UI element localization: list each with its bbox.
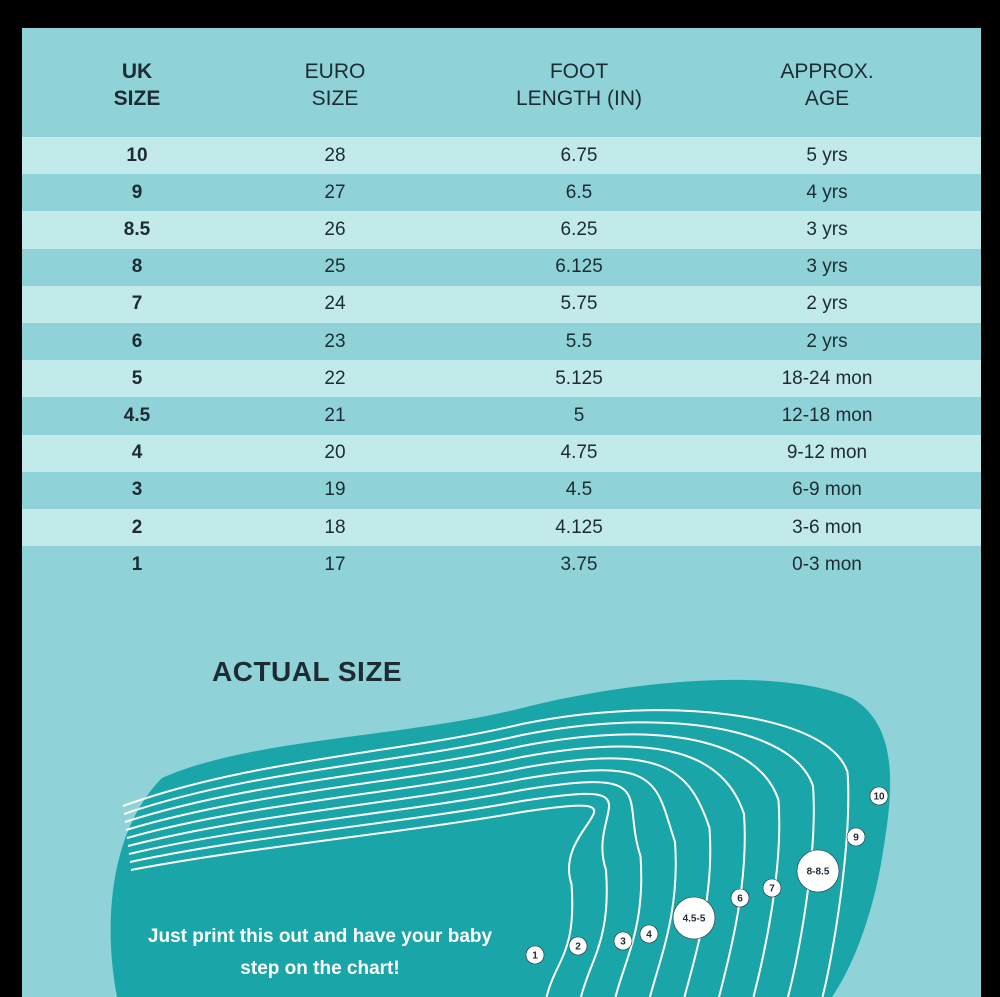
foot-length-cell: 6.5 — [565, 181, 593, 203]
foot-length-cell: 5 — [573, 404, 585, 426]
size-marker-label: 1 — [532, 951, 538, 962]
size-marker-7: 7 — [762, 878, 782, 898]
size-marker-4.5-5: 4.5-5 — [672, 896, 716, 940]
foot-length-cell: 6.75 — [560, 144, 598, 166]
actual-size-title: ACTUAL SIZE — [212, 656, 403, 687]
euro-size-cell: 23 — [324, 330, 346, 352]
table-header: UK SIZE EURO SIZE FOOT LENGTH (IN) APPRO… — [22, 28, 981, 136]
euro-size-cell: 24 — [324, 293, 346, 315]
table-row: 1 17 3.75 0-3 mon — [22, 546, 981, 584]
size-marker-label: 10 — [873, 792, 885, 803]
size-marker-6: 6 — [730, 888, 750, 908]
approx-age-cell: 5 yrs — [806, 144, 848, 166]
table-row: 8 25 6.125 3 yrs — [22, 248, 981, 286]
uk-size-cell: 6 — [131, 330, 143, 352]
approx-age-cell: 2 yrs — [806, 330, 848, 352]
foot-length-cell: 6.25 — [560, 218, 598, 240]
table-row: 4.5 21 5 12-18 mon — [22, 397, 981, 435]
uk-size-cell: 7 — [131, 293, 143, 315]
approx-age-cell: 3-6 mon — [792, 516, 862, 538]
table-row: 7 24 5.75 2 yrs — [22, 285, 981, 323]
size-marker-4: 4 — [639, 924, 659, 944]
header-foot-length: FOOT LENGTH (IN) — [516, 60, 642, 110]
foot-outline-line — [127, 769, 677, 997]
approx-age-cell: 3 yrs — [806, 218, 848, 240]
euro-size-cell: 17 — [324, 553, 346, 575]
size-marker-label: 4 — [646, 930, 652, 941]
euro-size-cell: 22 — [324, 367, 346, 389]
table-row: 8.5 26 6.25 3 yrs — [22, 211, 981, 249]
euro-size-cell: 27 — [324, 181, 346, 203]
approx-age-cell: 6-9 mon — [792, 479, 862, 501]
table-row: 4 20 4.75 9-12 mon — [22, 434, 981, 472]
table-row: 6 23 5.5 2 yrs — [22, 323, 981, 361]
foot-outline-line — [122, 709, 850, 997]
approx-age-cell: 18-24 mon — [781, 367, 873, 389]
size-marker-label: 6 — [737, 894, 743, 905]
uk-size-cell: 3 — [131, 479, 143, 501]
foot-length-cell: 4.125 — [555, 516, 603, 538]
foot-length-cell: 3.75 — [560, 553, 598, 575]
table-row: 3 19 4.5 6-9 mon — [22, 471, 981, 509]
size-marker-label: 7 — [769, 884, 775, 895]
foot-outline-diagram: 1 2 3 4 4.5-5 6 7 8-8.5 9 10 — [110, 679, 891, 997]
approx-age-cell: 9-12 mon — [786, 442, 868, 464]
size-marker-label: 3 — [620, 937, 626, 948]
uk-size-cell: 1 — [131, 553, 143, 575]
size-marker-3: 3 — [613, 931, 633, 951]
foot-length-cell: 5.125 — [555, 367, 603, 389]
size-marker-9: 9 — [846, 827, 866, 847]
table-row: 10 28 6.75 5 yrs — [22, 137, 981, 175]
foot-outline-line — [129, 792, 611, 997]
euro-size-cell: 25 — [324, 256, 346, 278]
foot-length-cell: 5.75 — [560, 293, 598, 315]
table-row: 9 27 6.5 4 yrs — [22, 174, 981, 212]
foot-outline-line — [130, 804, 596, 997]
euro-size-cell: 18 — [324, 516, 346, 538]
approx-age-cell: 4 yrs — [806, 181, 848, 203]
uk-size-cell: 2 — [131, 516, 143, 538]
approx-age-cell: 0-3 mon — [792, 553, 862, 575]
uk-size-cell: 4 — [131, 442, 143, 464]
size-marker-label: 9 — [853, 833, 859, 844]
size-marker-label: 8-8.5 — [807, 867, 830, 878]
euro-size-cell: 20 — [324, 442, 346, 464]
uk-size-cell: 9 — [131, 181, 143, 203]
size-marker-8-8.5: 8-8.5 — [796, 849, 840, 893]
approx-age-cell: 2 yrs — [806, 293, 848, 315]
foot-outline-line — [128, 781, 643, 997]
size-marker-1: 1 — [525, 945, 545, 965]
foot-length-cell: 6.125 — [555, 256, 603, 278]
actual-size-caption: Just print this out and have your baby s… — [147, 926, 493, 979]
size-chart-sheet: UK SIZE EURO SIZE FOOT LENGTH (IN) APPRO… — [22, 28, 981, 997]
euro-size-cell: 21 — [324, 404, 346, 426]
table-row: 5 22 5.125 18-24 mon — [22, 360, 981, 398]
header-approx-age: APPROX. AGE — [780, 60, 874, 110]
size-marker-2: 2 — [568, 936, 588, 956]
euro-size-cell: 19 — [324, 479, 346, 501]
foot-length-cell: 4.75 — [560, 442, 598, 464]
approx-age-cell: 3 yrs — [806, 256, 848, 278]
table-row: 2 18 4.125 3-6 mon — [22, 509, 981, 547]
uk-size-cell: 8.5 — [123, 218, 151, 240]
approx-age-cell: 12-18 mon — [781, 404, 873, 426]
header-uk-size: UK SIZE — [113, 60, 161, 110]
size-marker-label: 4.5-5 — [683, 914, 706, 925]
euro-size-cell: 28 — [324, 144, 346, 166]
uk-size-cell: 5 — [131, 367, 143, 389]
foot-length-cell: 5.5 — [565, 330, 593, 352]
uk-size-cell: 10 — [126, 144, 148, 166]
uk-size-cell: 8 — [131, 256, 143, 278]
size-marker-10: 10 — [869, 786, 889, 806]
size-marker-label: 2 — [575, 942, 581, 953]
uk-size-cell: 4.5 — [123, 404, 151, 426]
euro-size-cell: 26 — [324, 218, 346, 240]
foot-length-cell: 4.5 — [565, 479, 593, 501]
header-euro-size: EURO SIZE — [304, 60, 366, 110]
